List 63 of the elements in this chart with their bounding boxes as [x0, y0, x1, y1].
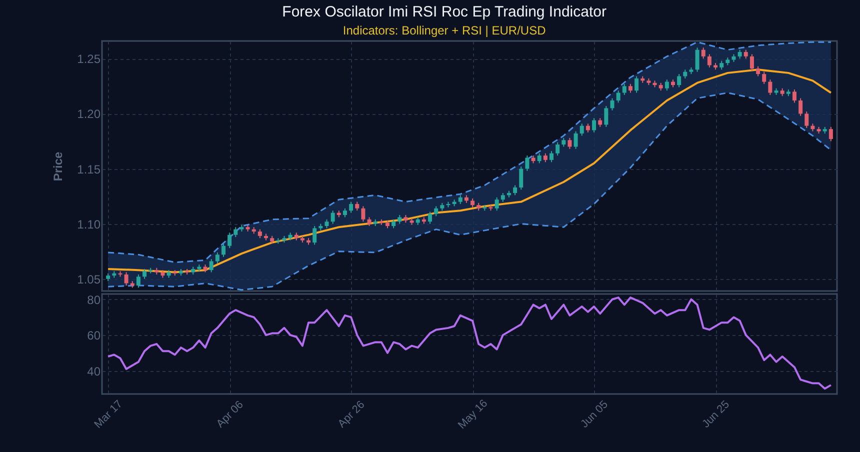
candlestick: [580, 123, 584, 136]
candlestick: [768, 79, 772, 96]
candlestick: [361, 206, 366, 222]
candlestick: [428, 211, 432, 224]
candlestick: [124, 272, 128, 286]
x-tick-label: May 16: [456, 398, 490, 432]
candlestick: [804, 110, 809, 129]
candlestick: [677, 74, 682, 88]
x-tick-label: Apr 26: [336, 398, 368, 430]
candlestick: [695, 47, 700, 72]
candlestick: [537, 152, 542, 164]
candlestick: [750, 54, 754, 72]
y-tick-label: 1.20: [77, 107, 101, 122]
candlestick: [707, 54, 712, 68]
y-tick-label: 40: [87, 364, 101, 378]
candlestick: [525, 155, 530, 172]
candlestick: [604, 105, 608, 128]
candlestick: [434, 206, 438, 217]
candlestick: [828, 126, 833, 142]
line-series: [107, 92, 832, 291]
chart-subtitle: Indicators: Bollinger + RSI | EUR/USD: [342, 23, 546, 38]
candlestick: [574, 130, 578, 150]
candlestick: [610, 98, 614, 111]
candlestick: [792, 88, 796, 104]
y-axis-title: Price: [51, 152, 66, 182]
candlestick: [330, 210, 335, 224]
x-tick-label: Apr 06: [214, 398, 246, 430]
candlestick: [349, 201, 354, 214]
candlestick: [592, 118, 596, 133]
y-tick-label: 1.10: [77, 217, 101, 232]
candlestick: [136, 274, 140, 288]
candlestick: [634, 76, 639, 94]
candlestick: [568, 137, 572, 150]
candlestick: [209, 258, 214, 273]
candlestick: [622, 83, 626, 96]
candlestick: [616, 90, 620, 104]
candlestick: [550, 150, 554, 163]
candlestick: [215, 252, 220, 264]
x-tick-label: Mar 17: [92, 398, 125, 431]
candlestick: [519, 166, 524, 190]
candlestick: [513, 184, 518, 196]
x-tick-label: Jun 05: [578, 398, 610, 430]
line-series: [107, 296, 832, 390]
candlestick: [798, 98, 803, 116]
candlestick: [756, 66, 760, 77]
chart-title: Forex Oscilator Imi RSI Roc Ep Trading Indicator: [282, 3, 606, 20]
y-tick-label: 1.05: [77, 272, 101, 286]
candlestick: [234, 226, 238, 238]
candlestick: [494, 196, 499, 212]
candlestick: [701, 47, 706, 60]
y-tick-label: 1.25: [77, 52, 101, 66]
y-tick-label: 1.15: [77, 162, 101, 176]
y-tick-label: 60: [87, 328, 101, 343]
x-tick-label: Jun 25: [700, 398, 732, 430]
candlestick: [228, 232, 232, 249]
y-tick-label: 80: [87, 292, 101, 307]
candlestick: [142, 268, 147, 280]
candlestick: [664, 79, 669, 92]
candlestick: [221, 243, 226, 258]
candlestick: [556, 142, 560, 156]
candlestick: [762, 71, 766, 84]
line-series: [107, 68, 832, 274]
candlestick: [312, 226, 317, 246]
